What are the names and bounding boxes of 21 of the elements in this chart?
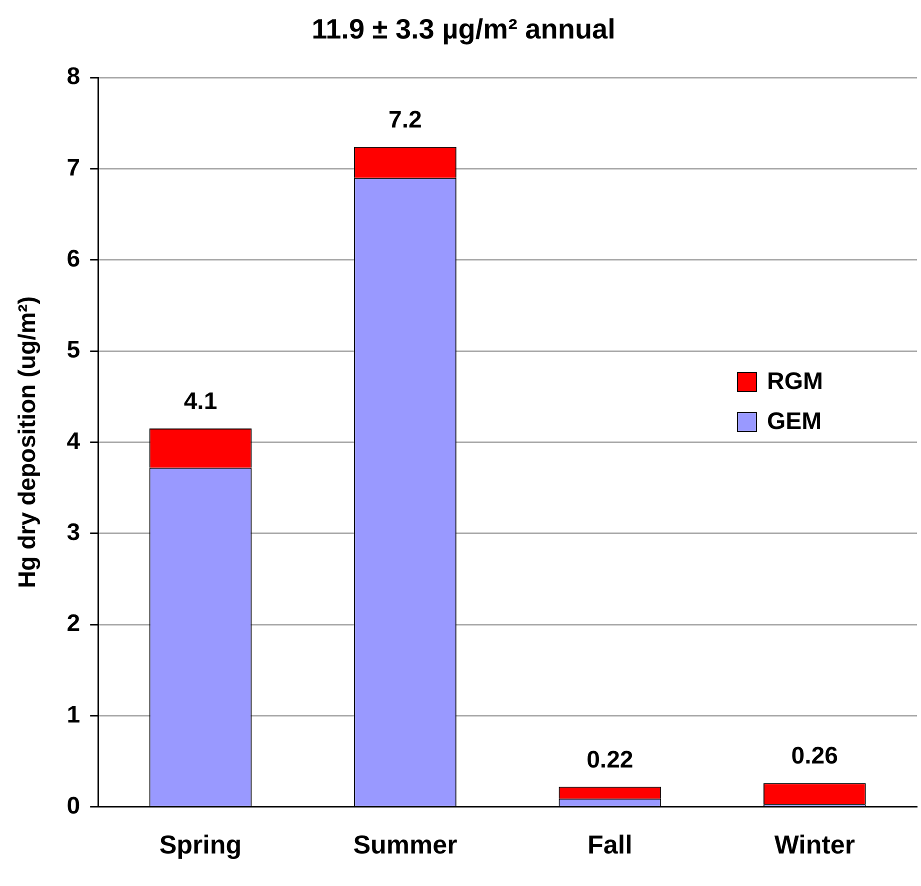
y-tick-label: 3: [66, 518, 80, 546]
y-tick-label: 0: [66, 792, 80, 820]
y-tick-label: 5: [66, 336, 80, 364]
chart-title: 11.9 ± 3.3 µg/m² annual: [312, 14, 616, 45]
x-tick-label: Fall: [588, 830, 632, 860]
legend-label: RGM: [767, 368, 823, 396]
x-tick-label: Winter: [774, 830, 855, 860]
x-tick-label: Spring: [159, 830, 242, 860]
legend-label: GEM: [767, 408, 822, 436]
y-axis-title: Hg dry deposition (ug/m²): [14, 296, 42, 588]
x-tick-label: Summer: [353, 830, 458, 860]
y-tick-label: 1: [66, 701, 80, 728]
y-tick-label: 8: [66, 63, 80, 90]
total-label: 0.22: [586, 746, 634, 774]
total-label: 7.2: [388, 106, 422, 134]
y-tick-label: 4: [66, 428, 81, 455]
total-label: 0.26: [791, 742, 838, 770]
y-tick-label: 6: [66, 246, 80, 273]
total-label: 4.1: [184, 388, 218, 416]
y-tick-label: 2: [66, 610, 80, 638]
y-tick-label: 7: [66, 154, 80, 182]
